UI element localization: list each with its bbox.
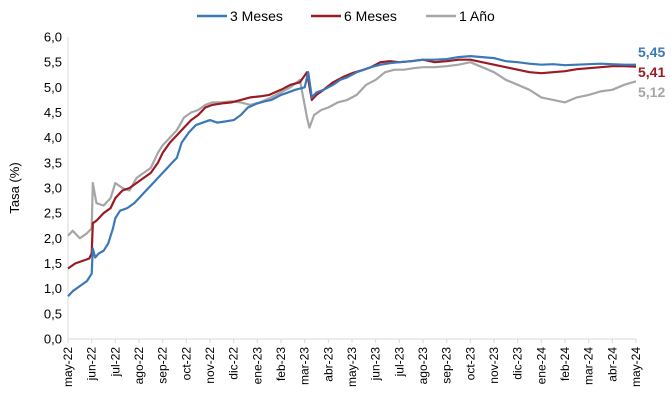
series-line-2 <box>67 61 637 240</box>
y-tick-label: 2,0 <box>44 231 62 246</box>
x-tick-label: jul-23 <box>392 347 406 378</box>
y-tick-label: 0,5 <box>44 306 62 321</box>
y-tick-label: 3,0 <box>44 181 62 196</box>
x-tick-label: may-22 <box>61 347 75 387</box>
x-tick-label: abr-23 <box>321 347 335 382</box>
y-tick-label: 0,0 <box>44 332 62 347</box>
y-tick-label: 2,5 <box>44 206 62 221</box>
y-tick-label: 4,5 <box>44 105 62 120</box>
x-tick-label: dic-23 <box>511 347 525 380</box>
x-tick-label: nov-23 <box>487 347 501 384</box>
legend: 3 Meses 6 Meses 1 Año <box>197 8 495 24</box>
x-tick-label: nov-22 <box>203 347 217 384</box>
x-tick-label: mar-23 <box>298 347 312 385</box>
y-tick-label: 5,0 <box>44 80 62 95</box>
x-tick-label: feb-23 <box>274 347 288 381</box>
y-tick-label: 1,0 <box>44 281 62 296</box>
x-tick-label: oct-22 <box>179 347 193 381</box>
y-tick-label: 6,0 <box>44 30 62 45</box>
x-tick-label: sep-23 <box>440 347 454 384</box>
x-tick-label: jun-22 <box>85 347 99 382</box>
x-tick-label: ene-24 <box>534 347 548 385</box>
x-axis: may-22 jun-22 jul-22 ago-22 sep-22 oct-22 nov-… <box>61 338 643 387</box>
x-tick-label: jul-22 <box>108 347 122 378</box>
x-tick-label: abr-24 <box>605 347 619 382</box>
x-tick-label: sep-22 <box>156 347 170 384</box>
y-axis: 0,0 0,5 1,0 1,5 2,0 2,5 3,0 3,5 4,0 4,5 5,0 5,5 6,0 <box>44 30 69 347</box>
x-tick-label: oct-23 <box>463 347 477 381</box>
y-axis-label: Tasa (%) <box>7 162 22 213</box>
x-tick-label: feb-24 <box>558 347 572 381</box>
y-tick-label: 5,5 <box>44 55 62 70</box>
x-tick-label: jun-23 <box>369 347 383 382</box>
legend-label: 1 Año <box>459 8 495 24</box>
y-tick-label: 3,5 <box>44 155 62 170</box>
y-tick-label: 1,5 <box>44 256 62 271</box>
series-line-1 <box>67 58 637 270</box>
series-lines <box>67 55 637 297</box>
legend-label: 3 Meses <box>230 8 283 24</box>
end-value-label: 5,12 <box>638 84 665 100</box>
x-tick-label: mar-24 <box>582 347 596 385</box>
x-tick-label: ago-22 <box>132 347 146 385</box>
end-labels: 5,45 5,41 5,12 <box>638 44 665 100</box>
x-tick-label: dic-22 <box>227 347 241 380</box>
x-tick-label: may-24 <box>629 347 643 387</box>
end-value-label: 5,45 <box>638 44 665 60</box>
series-line-0 <box>67 55 636 297</box>
x-tick-label: ene-23 <box>250 347 264 385</box>
legend-label: 6 Meses <box>344 8 397 24</box>
y-tick-label: 4,0 <box>44 130 62 145</box>
x-tick-label: ago-23 <box>416 347 430 385</box>
end-value-label: 5,41 <box>638 64 665 80</box>
x-tick-label: may-23 <box>345 347 359 387</box>
